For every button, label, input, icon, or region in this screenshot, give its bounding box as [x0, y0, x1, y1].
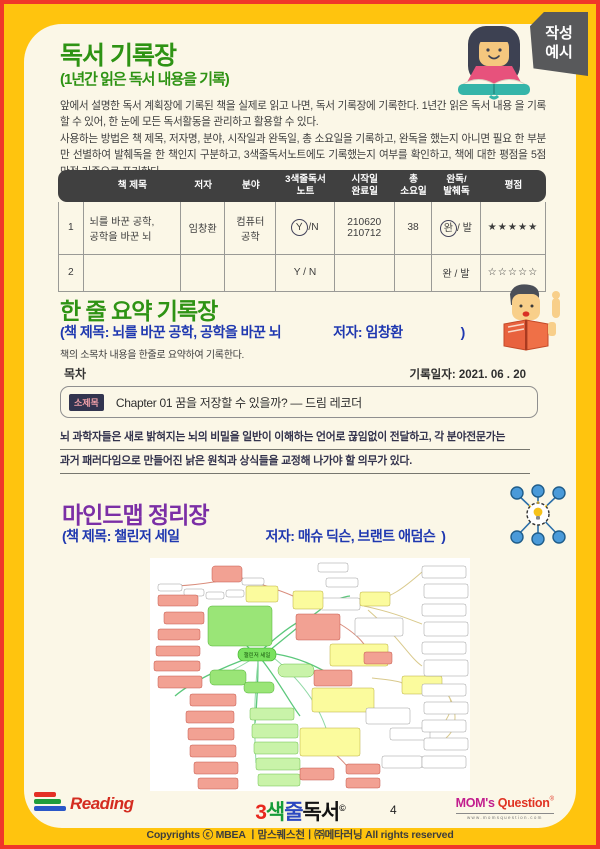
- mindmap-network-bulb-icon: [510, 484, 566, 546]
- col-book-title: 책 제목: [83, 170, 182, 202]
- cell-field: [225, 254, 277, 292]
- moms-question-logo: MOM's Question® www.momsquestion.com: [455, 794, 554, 820]
- done-rest: / 발: [456, 222, 472, 234]
- cell-field: 컴퓨터 공학: [225, 201, 277, 255]
- book-title-label: (책 제목: 챌린저 세일: [62, 528, 180, 544]
- section3-title: 마인드맵 정리장: [62, 502, 210, 528]
- close-paren: ): [460, 324, 466, 340]
- reading-logo-text: Reading: [70, 794, 134, 813]
- reading-logo: Reading: [34, 792, 134, 814]
- logo-char-3: 3: [255, 801, 267, 824]
- logo-char-jul: 줄: [284, 801, 303, 824]
- cell-days: 38: [394, 201, 433, 255]
- close-paren: ): [441, 528, 446, 544]
- cell-note: Y / N: [276, 254, 335, 292]
- table-header-row: 책 제목 저자 분야 3색줄독서 노트 시작일 완료일 총 소요일 완독/ 발췌…: [58, 170, 546, 202]
- reading-record-table: 책 제목 저자 분야 3색줄독서 노트 시작일 완료일 총 소요일 완독/ 발췌…: [58, 170, 546, 292]
- book-title-label: (책 제목: 뇌를 바꾼 공학, 공학을 바꾼 뇌: [60, 324, 282, 340]
- cell-note: Y/N: [276, 201, 335, 255]
- subtitle-badge: 소제목: [69, 393, 104, 411]
- table-row: 1 뇌를 바꾼 공학, 공학을 바꾼 뇌 임창환 컴퓨터 공학 Y/N 2106…: [58, 201, 546, 255]
- chapter-box: 소제목 Chapter 01 꿈을 저장할 수 있을까? ― 드림 레코더: [60, 386, 538, 418]
- logo-char-dokseo: 독서: [302, 801, 341, 824]
- section1-paragraph: 앞에서 설명한 독서 계획장에 기록된 책을 실제로 읽고 나면, 독서 기록장…: [60, 98, 546, 180]
- cell-title: 뇌를 바꾼 공학, 공학을 바꾼 뇌: [83, 201, 182, 255]
- girl-reading-book-icon: [458, 26, 530, 100]
- mom-logo-part1: MOM's: [455, 796, 495, 810]
- cell-rating: ★★★★★: [480, 201, 546, 255]
- mom-logo-url: www.momsquestion.com: [455, 813, 554, 820]
- author-label: 저자: 매슈 딕슨, 브랜트 애덤슨: [265, 528, 436, 544]
- author-label: 저자: 임창환: [333, 324, 403, 340]
- svg-text:챌린저 세일: 챌린저 세일: [244, 651, 271, 659]
- section2-title: 한 줄 요약 기록장: [60, 298, 218, 324]
- note-rest: /N: [308, 222, 319, 234]
- circled-y: Y: [290, 218, 309, 238]
- copyright-bar: Copyrights ⓒ MBEA ㅣ맘스퀘스천ㅣ㈜메타러닝 All right…: [146, 829, 454, 841]
- summary-line-2: 과거 패러다임으로 만들어진 낡은 원칙과 상식들을 교정해 나가야 할 의무가…: [60, 452, 530, 474]
- cell-days: [394, 254, 433, 292]
- page-body: 독서 기록장 (1년간 읽은 독서 내용을 기록) 앞에서 설명한 독서 계획장…: [24, 24, 576, 828]
- cell-author: 임창환: [181, 201, 226, 255]
- cell-dates: [334, 254, 395, 292]
- col-author: 저자: [181, 170, 226, 202]
- cell-author: [181, 254, 226, 292]
- cell-done: 완 / 발: [432, 201, 481, 255]
- toc-label: 목차: [64, 367, 87, 381]
- intro-para-1: 앞에서 설명한 독서 계획장에 기록된 책을 실제로 읽고 나면, 독서 기록장…: [60, 100, 546, 129]
- mom-logo-part2: Question: [494, 796, 550, 810]
- col-days: 총 소요일: [394, 170, 433, 202]
- col-number: [58, 170, 84, 202]
- section2-description: 책의 소목차 내용을 한줄로 요약하여 기록한다.: [60, 350, 244, 361]
- copyright-sup: ©: [339, 803, 346, 813]
- toc-row: 목차 기록일자: 2021. 06 . 20: [64, 365, 526, 382]
- three-color-bars-icon: [34, 792, 66, 814]
- section1-subtitle: (1년간 읽은 독서 내용을 기록): [60, 71, 230, 88]
- man-reading-book-icon: [503, 284, 560, 351]
- col-field: 분야: [225, 170, 277, 202]
- three-color-reading-logo: 3색줄독서©: [24, 796, 576, 826]
- col-rating: 평점: [480, 170, 546, 202]
- cell-title: [83, 254, 182, 292]
- yellow-frame: 작성 예시 독서 기록장 (1년간 읽은 독서 내용을 기록) 앞에서 설명한 …: [4, 4, 596, 845]
- cell-done: 완 / 발: [432, 254, 481, 292]
- cell-no: 1: [58, 201, 84, 255]
- section3-book-line: (책 제목: 챌린저 세일 저자: 매슈 딕슨, 브랜트 애덤슨): [62, 526, 532, 546]
- example-badge: 작성 예시: [530, 12, 588, 76]
- logo-char-saek: 색: [265, 801, 285, 824]
- section1-title: 독서 기록장: [60, 42, 177, 70]
- registered-mark: ®: [549, 796, 554, 803]
- col-dates: 시작일 완료일: [334, 170, 395, 202]
- mindmap-image: 챌린저 세일: [150, 558, 470, 791]
- col-done: 완독/ 발췌독: [432, 170, 481, 202]
- section2-book-line: (책 제목: 뇌를 바꾼 공학, 공학을 바꾼 뇌 저자: 임창환): [60, 322, 530, 342]
- cell-no: 2: [58, 254, 84, 292]
- chapter-title: Chapter 01 꿈을 저장할 수 있을까? ― 드림 레코더: [115, 395, 362, 410]
- page-number: 4: [390, 803, 397, 817]
- record-date: 기록일자: 2021. 06 . 20: [409, 369, 527, 381]
- cell-dates: 210620 210712: [334, 201, 395, 255]
- circled-wan: 완: [439, 219, 458, 238]
- col-note: 3색줄독서 노트: [276, 170, 335, 202]
- table-row: 2 Y / N 완 / 발 ☆☆☆☆☆: [58, 254, 546, 292]
- summary-line-1: 뇌 과학자들은 새로 밝혀지는 뇌의 비밀을 일반이 이해하는 언어로 끊임없이…: [60, 428, 530, 450]
